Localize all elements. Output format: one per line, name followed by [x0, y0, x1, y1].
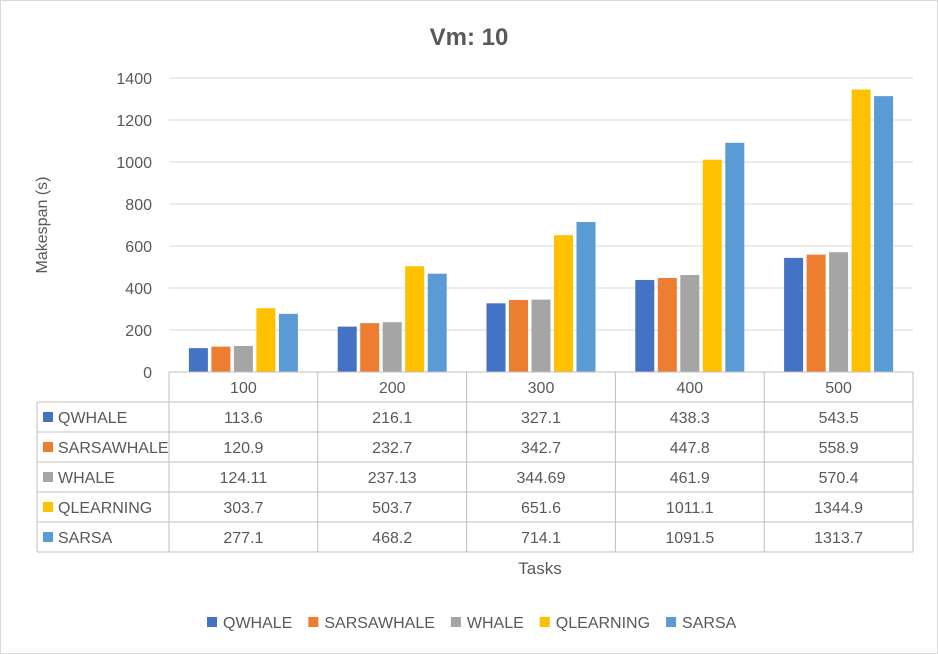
x-tick-label: 500: [825, 380, 852, 397]
bar-whale-500: [829, 252, 849, 372]
table-series-label: WHALE: [58, 470, 115, 487]
table-series-label: QWHALE: [58, 410, 127, 427]
bar-qwhale-300: [486, 303, 506, 372]
table-cell-value: 714.1: [521, 530, 561, 547]
table-series-label: SARSA: [58, 530, 113, 547]
table-cell-value: 461.9: [670, 470, 710, 487]
table-cell-value: 558.9: [819, 440, 859, 457]
table-cell-value: 113.6: [224, 410, 263, 427]
bar-sarsawhale-300: [509, 300, 528, 372]
table-legend-key: [43, 412, 53, 422]
chart-title: Vm: 10: [430, 24, 509, 51]
table-cell-value: 237.13: [368, 470, 417, 487]
y-tick-label: 1000: [116, 155, 152, 172]
table-cell-value: 1344.9: [814, 500, 863, 517]
table-series-label: QLEARNING: [58, 500, 152, 517]
legend-label: SARSA: [682, 615, 737, 632]
table-cell-value: 447.8: [670, 440, 710, 457]
bars: [188, 89, 894, 373]
table-cell-value: 303.7: [223, 500, 263, 517]
bar-qlearning-300: [554, 235, 573, 372]
legend-label: QLEARNING: [556, 615, 650, 632]
bar-qwhale-100: [188, 348, 208, 372]
table-legend-key: [43, 472, 53, 482]
x-tick-label: 100: [230, 380, 257, 397]
table-cell-value: 1011.1: [666, 500, 714, 517]
y-axis-label: Makespan (s): [34, 177, 51, 274]
bar-whale-100: [233, 345, 253, 372]
table-cell-value: 277.1: [223, 530, 263, 547]
x-axis-label: Tasks: [518, 559, 561, 578]
x-tick-label: 300: [528, 380, 555, 397]
table-legend-key: [43, 502, 53, 512]
table-cell-value: 232.7: [372, 440, 412, 457]
bar-whale-300: [531, 299, 551, 372]
bar-sarsawhale-500: [806, 254, 826, 372]
legend-label: QWHALE: [223, 615, 292, 632]
y-tick-label: 1400: [116, 71, 152, 88]
legend-key-qwhale: [207, 617, 217, 627]
table-cell-value: 124.11: [220, 470, 268, 487]
bar-sarsa-100: [278, 313, 298, 372]
bar-sarsa-400: [725, 142, 745, 372]
legend-label: SARSAWHALE: [324, 615, 435, 632]
bar-whale-200: [382, 322, 402, 372]
bar-whale-400: [680, 275, 700, 372]
bar-qwhale-500: [784, 257, 804, 372]
y-axis-ticks: 0 200 400 600 800 1000 1200 1400: [116, 71, 152, 382]
bar-qlearning-400: [702, 159, 722, 372]
table-cell-value: 1091.5: [665, 530, 714, 547]
y-tick-label: 400: [125, 281, 152, 298]
bar-qlearning-100: [256, 308, 276, 372]
bar-sarsa-300: [576, 222, 596, 372]
table-cell-value: 342.7: [521, 440, 561, 457]
table-cell-value: 216.1: [372, 410, 412, 427]
y-tick-label: 800: [125, 197, 152, 214]
bar-qwhale-200: [337, 326, 357, 372]
table-cell-value: 543.5: [819, 410, 859, 427]
table-cell-value: 651.6: [521, 500, 561, 517]
y-tick-label: 600: [125, 239, 152, 256]
table-cell-value: 120.9: [223, 440, 263, 457]
bar-sarsawhale-200: [360, 323, 380, 372]
table-series-label: SARSAWHALE: [58, 440, 169, 457]
bar-sarsa-200: [427, 273, 447, 372]
legend-key-sarsa: [666, 617, 677, 627]
bar-qlearning-500: [851, 89, 871, 373]
table-cell-value: 570.4: [819, 470, 859, 487]
table-cell-value: 327.1: [521, 410, 561, 427]
x-tick-label: 400: [676, 380, 703, 397]
bar-sarsawhale-400: [657, 277, 677, 372]
legend-label: WHALE: [467, 615, 524, 632]
bar-sarsa-500: [874, 96, 894, 373]
bar-sarsawhale-100: [211, 346, 231, 372]
table-cell-value: 468.2: [372, 530, 412, 547]
table-legend-key: [43, 442, 53, 452]
x-tick-label: 200: [379, 380, 406, 397]
table-cell-value: 344.69: [517, 470, 566, 487]
legend-key-sarsawhale: [308, 617, 319, 627]
y-tick-label: 200: [125, 323, 152, 340]
legend-key-qlearning: [539, 617, 550, 627]
legend: QWHALE SARSAWHALE WHALE QLEARNING SARSA: [207, 615, 737, 632]
table-cell-value: 503.7: [372, 500, 412, 517]
bar-qlearning-200: [405, 266, 425, 372]
y-tick-label: 0: [143, 365, 152, 382]
bar-qwhale-400: [635, 279, 655, 372]
table-legend-key: [43, 532, 53, 542]
data-table: 100 200 300 400 500 QWHALE 113.6 216.1 327.1 438.…: [36, 371, 914, 553]
y-tick-label: 1200: [116, 113, 152, 130]
table-cell-value: 438.3: [670, 410, 710, 427]
legend-key-whale: [450, 617, 461, 627]
table-cell-value: 1313.7: [814, 530, 863, 547]
